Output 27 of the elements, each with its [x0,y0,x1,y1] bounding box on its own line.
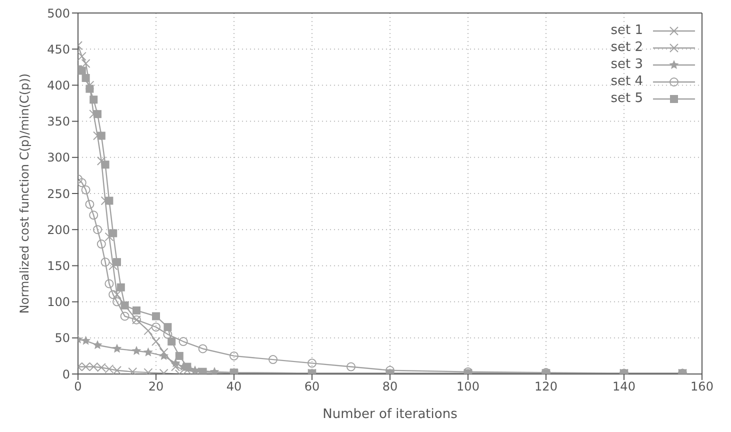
y-tick-label: 300 [47,150,70,165]
y-tick-label: 250 [47,186,70,201]
legend-label: set 1 [610,23,643,38]
x-tick-label: 20 [148,380,164,394]
legend-label: set 5 [610,91,643,106]
y-tick-label: 100 [47,295,70,310]
x-tick-label: 100 [456,380,480,394]
x-tick-label: 140 [612,380,636,394]
x-tick-label: 80 [382,380,398,394]
x-tick-label: 0 [74,380,82,394]
y-tick-label: 350 [47,114,70,129]
y-axis-title: Normalized cost function C(p)/min(C(p)) [17,73,32,314]
y-tick-label: 150 [47,258,70,273]
y-tick-label: 450 [47,42,70,56]
x-tick-label: 160 [690,380,714,394]
legend-label: set 4 [610,74,643,89]
y-tick-label: 50 [54,331,70,346]
x-tick-label: 40 [226,380,242,394]
x-tick-label: 60 [304,380,320,394]
y-tick-label: 400 [47,78,70,92]
y-tick-label: 0 [62,367,70,382]
legend-label: set 2 [610,40,643,55]
y-tick-label: 500 [47,6,70,20]
legend-label: set 3 [610,57,643,72]
x-tick-label: 120 [534,380,558,394]
y-tick-label: 200 [47,222,70,237]
x-axis-title: Number of iterations [322,407,458,422]
